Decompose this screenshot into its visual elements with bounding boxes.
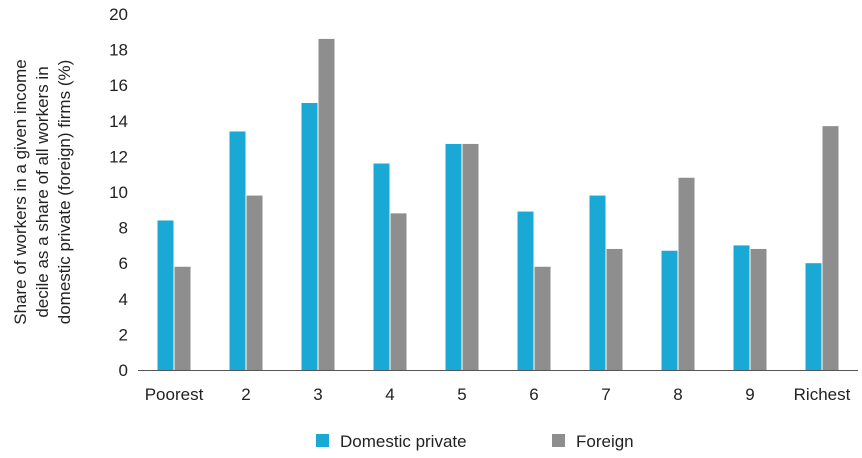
- x-tick-label: 7: [601, 385, 610, 404]
- bar-foreign: [822, 126, 839, 370]
- bar-domestic-private: [301, 103, 318, 370]
- x-tick-label: 8: [673, 385, 682, 404]
- y-axis-label-line: domestic private (foreign) firms (%): [55, 60, 74, 325]
- legend: Domestic private Foreign: [316, 432, 634, 451]
- y-axis-ticks: 0 2 4 6 8 10 12 14 16 18 20: [109, 5, 128, 380]
- bar-domestic-private: [373, 163, 390, 370]
- bar-domestic-private: [733, 245, 750, 370]
- x-tick-label: Richest: [794, 385, 851, 404]
- legend-swatch: [552, 434, 565, 447]
- legend-swatch: [316, 434, 329, 447]
- y-tick-label: 12: [109, 147, 128, 166]
- y-tick-label: 8: [119, 219, 128, 238]
- bar-foreign: [534, 266, 551, 370]
- bar-domestic-private: [229, 131, 246, 370]
- x-tick-label: 6: [529, 385, 538, 404]
- x-tick-label: Poorest: [145, 385, 204, 404]
- bar-foreign: [606, 248, 623, 370]
- y-tick-label: 14: [109, 112, 128, 131]
- y-tick-label: 10: [109, 183, 128, 202]
- y-tick-label: 2: [119, 325, 128, 344]
- y-axis-label: Share of workers in a given income decile…: [11, 59, 74, 325]
- legend-label: Domestic private: [340, 432, 467, 451]
- legend-label: Foreign: [576, 432, 634, 451]
- bar-domestic-private: [805, 263, 822, 370]
- bars: [157, 38, 839, 371]
- bar-foreign: [390, 213, 407, 370]
- y-axis-label-line: Share of workers in a given income: [11, 59, 30, 325]
- bar-foreign: [678, 177, 695, 370]
- y-tick-label: 18: [109, 41, 128, 60]
- bar-domestic-private: [661, 250, 678, 370]
- bar-domestic-private: [157, 220, 174, 370]
- bar-domestic-private: [445, 143, 462, 370]
- x-axis-ticks: Poorest 2 3 4 5 6 7 8 9 Richest: [145, 385, 851, 404]
- x-tick-label: 5: [457, 385, 466, 404]
- y-tick-label: 4: [119, 290, 128, 309]
- bar-foreign: [462, 143, 479, 370]
- bar-domestic-private: [589, 195, 606, 370]
- y-tick-label: 20: [109, 5, 128, 24]
- bar-foreign: [318, 38, 335, 371]
- bar-foreign: [246, 195, 263, 370]
- bar-domestic-private: [517, 211, 534, 370]
- bar-foreign: [750, 248, 767, 370]
- bar-foreign: [174, 266, 191, 370]
- x-tick-label: 9: [745, 385, 754, 404]
- y-tick-label: 6: [119, 254, 128, 273]
- y-tick-label: 16: [109, 76, 128, 95]
- x-tick-label: 3: [313, 385, 322, 404]
- x-tick-label: 4: [385, 385, 394, 404]
- y-axis-label-line: decile as a share of all workers in: [33, 66, 52, 317]
- x-tick-label: 2: [241, 385, 250, 404]
- y-tick-label: 0: [119, 361, 128, 380]
